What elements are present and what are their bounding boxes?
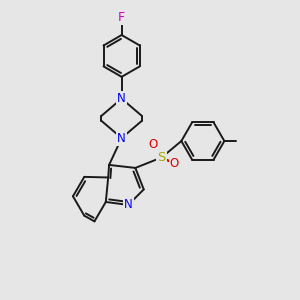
Text: F: F <box>118 11 125 24</box>
Text: O: O <box>149 138 158 152</box>
Text: N: N <box>124 198 133 212</box>
Text: N: N <box>117 92 126 105</box>
Text: S: S <box>158 151 166 164</box>
Text: O: O <box>169 157 179 170</box>
Text: N: N <box>117 132 126 145</box>
